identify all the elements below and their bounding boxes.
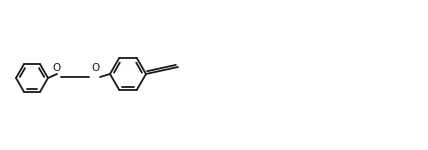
Text: O: O [92,63,100,73]
Text: O: O [53,63,61,73]
